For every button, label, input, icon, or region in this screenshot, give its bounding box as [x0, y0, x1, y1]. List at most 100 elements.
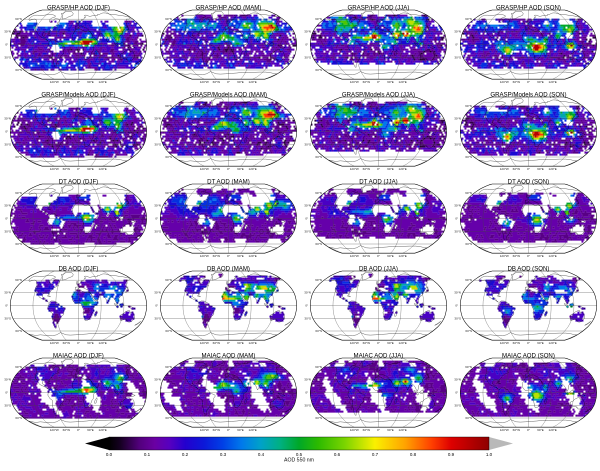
svg-text:60°E: 60°E — [387, 80, 394, 84]
svg-text:120°W: 120°W — [500, 428, 509, 432]
svg-text:30°N: 30°N — [304, 117, 311, 121]
svg-text:120°E: 120°E — [549, 254, 557, 258]
svg-text:0°: 0° — [77, 254, 81, 258]
svg-text:120°E: 120°E — [399, 254, 407, 258]
svg-text:60°S: 60°S — [315, 242, 322, 246]
svg-text:120°W: 120°W — [200, 428, 209, 432]
svg-text:60°W: 60°W — [363, 167, 371, 171]
svg-text:0°: 0° — [305, 217, 309, 221]
svg-text:0.2: 0.2 — [182, 452, 189, 457]
svg-text:60°W: 60°W — [213, 341, 221, 345]
svg-text:GRASP/HP AOD (JJA): GRASP/HP AOD (JJA) — [348, 4, 410, 11]
svg-text:0°: 0° — [155, 43, 159, 47]
svg-text:0°: 0° — [77, 341, 81, 345]
svg-text:120°W: 120°W — [350, 167, 359, 171]
svg-text:60°E: 60°E — [537, 254, 544, 258]
svg-text:30°N: 30°N — [154, 204, 161, 208]
svg-text:30°S: 30°S — [154, 317, 161, 321]
svg-text:0°: 0° — [5, 304, 9, 308]
svg-text:0°: 0° — [305, 391, 309, 395]
svg-text:120°W: 120°W — [50, 80, 59, 84]
svg-text:0°: 0° — [227, 254, 231, 258]
svg-text:60°S: 60°S — [465, 68, 472, 72]
svg-text:0°: 0° — [155, 304, 159, 308]
svg-text:120°E: 120°E — [99, 254, 107, 258]
svg-text:30°S: 30°S — [154, 56, 161, 60]
svg-text:30°S: 30°S — [304, 317, 311, 321]
svg-text:DT AOD (SON): DT AOD (SON) — [508, 178, 550, 185]
svg-text:DB AOD (MAM): DB AOD (MAM) — [207, 265, 250, 272]
svg-text:120°W: 120°W — [350, 428, 359, 432]
svg-text:30°N: 30°N — [454, 291, 461, 295]
svg-text:0°: 0° — [455, 391, 459, 395]
svg-text:30°N: 30°N — [454, 378, 461, 382]
svg-text:60°E: 60°E — [87, 254, 94, 258]
svg-text:120°E: 120°E — [399, 428, 407, 432]
svg-text:0°: 0° — [305, 304, 309, 308]
svg-text:30°S: 30°S — [154, 404, 161, 408]
svg-text:60°E: 60°E — [237, 428, 244, 432]
svg-text:0°: 0° — [5, 43, 9, 47]
svg-text:30°S: 30°S — [304, 404, 311, 408]
svg-text:MAIAC AOD (DJF): MAIAC AOD (DJF) — [53, 352, 104, 359]
svg-text:30°S: 30°S — [454, 317, 461, 321]
svg-text:60°E: 60°E — [387, 428, 394, 432]
svg-text:30°N: 30°N — [4, 204, 11, 208]
svg-text:120°E: 120°E — [99, 167, 107, 171]
svg-text:0.5: 0.5 — [296, 452, 303, 457]
svg-text:60°E: 60°E — [237, 254, 244, 258]
svg-text:120°W: 120°W — [200, 167, 209, 171]
svg-text:DT AOD (DJF): DT AOD (DJF) — [59, 178, 99, 185]
svg-text:MAIAC AOD (JJA): MAIAC AOD (JJA) — [354, 352, 404, 359]
svg-text:30°S: 30°S — [454, 230, 461, 234]
svg-text:60°W: 60°W — [363, 341, 371, 345]
svg-text:30°N: 30°N — [4, 117, 11, 121]
svg-text:60°N: 60°N — [465, 365, 472, 369]
svg-text:60°S: 60°S — [465, 329, 472, 333]
svg-text:0.0: 0.0 — [106, 452, 113, 457]
svg-text:0°: 0° — [377, 428, 381, 432]
svg-text:60°E: 60°E — [237, 80, 244, 84]
svg-text:60°N: 60°N — [465, 191, 472, 195]
svg-text:60°S: 60°S — [165, 155, 172, 159]
svg-text:30°S: 30°S — [4, 404, 11, 408]
svg-text:120°E: 120°E — [399, 167, 407, 171]
svg-text:60°N: 60°N — [15, 104, 22, 108]
svg-text:AOD 550 nm: AOD 550 nm — [284, 458, 314, 464]
svg-text:60°W: 60°W — [63, 341, 71, 345]
svg-text:60°S: 60°S — [165, 329, 172, 333]
svg-text:60°N: 60°N — [165, 104, 172, 108]
svg-text:120°E: 120°E — [399, 80, 407, 84]
svg-text:30°S: 30°S — [304, 143, 311, 147]
svg-text:0°: 0° — [455, 130, 459, 134]
svg-text:0.6: 0.6 — [334, 452, 341, 457]
svg-text:60°S: 60°S — [165, 242, 172, 246]
svg-text:60°N: 60°N — [165, 365, 172, 369]
svg-text:120°E: 120°E — [549, 80, 557, 84]
svg-text:120°W: 120°W — [500, 341, 509, 345]
svg-text:60°N: 60°N — [315, 17, 322, 21]
svg-text:120°E: 120°E — [249, 341, 257, 345]
svg-text:60°S: 60°S — [165, 416, 172, 420]
svg-text:GRASP/Models AOD (MAM): GRASP/Models AOD (MAM) — [190, 91, 267, 98]
svg-text:120°W: 120°W — [350, 341, 359, 345]
svg-text:60°W: 60°W — [513, 167, 521, 171]
svg-text:60°E: 60°E — [237, 167, 244, 171]
svg-text:120°E: 120°E — [399, 341, 407, 345]
svg-text:60°W: 60°W — [63, 80, 71, 84]
svg-text:30°N: 30°N — [154, 378, 161, 382]
svg-text:30°S: 30°S — [4, 143, 11, 147]
svg-text:DT AOD (JJA): DT AOD (JJA) — [359, 178, 397, 185]
svg-text:30°N: 30°N — [4, 378, 11, 382]
svg-text:0°: 0° — [305, 43, 309, 47]
svg-text:60°W: 60°W — [363, 428, 371, 432]
svg-text:120°E: 120°E — [249, 80, 257, 84]
svg-text:0°: 0° — [227, 167, 231, 171]
svg-text:60°W: 60°W — [363, 254, 371, 258]
svg-text:60°S: 60°S — [315, 329, 322, 333]
svg-text:30°S: 30°S — [454, 56, 461, 60]
svg-text:60°E: 60°E — [87, 167, 94, 171]
svg-text:60°W: 60°W — [63, 428, 71, 432]
svg-text:0°: 0° — [155, 391, 159, 395]
svg-text:0°: 0° — [377, 254, 381, 258]
